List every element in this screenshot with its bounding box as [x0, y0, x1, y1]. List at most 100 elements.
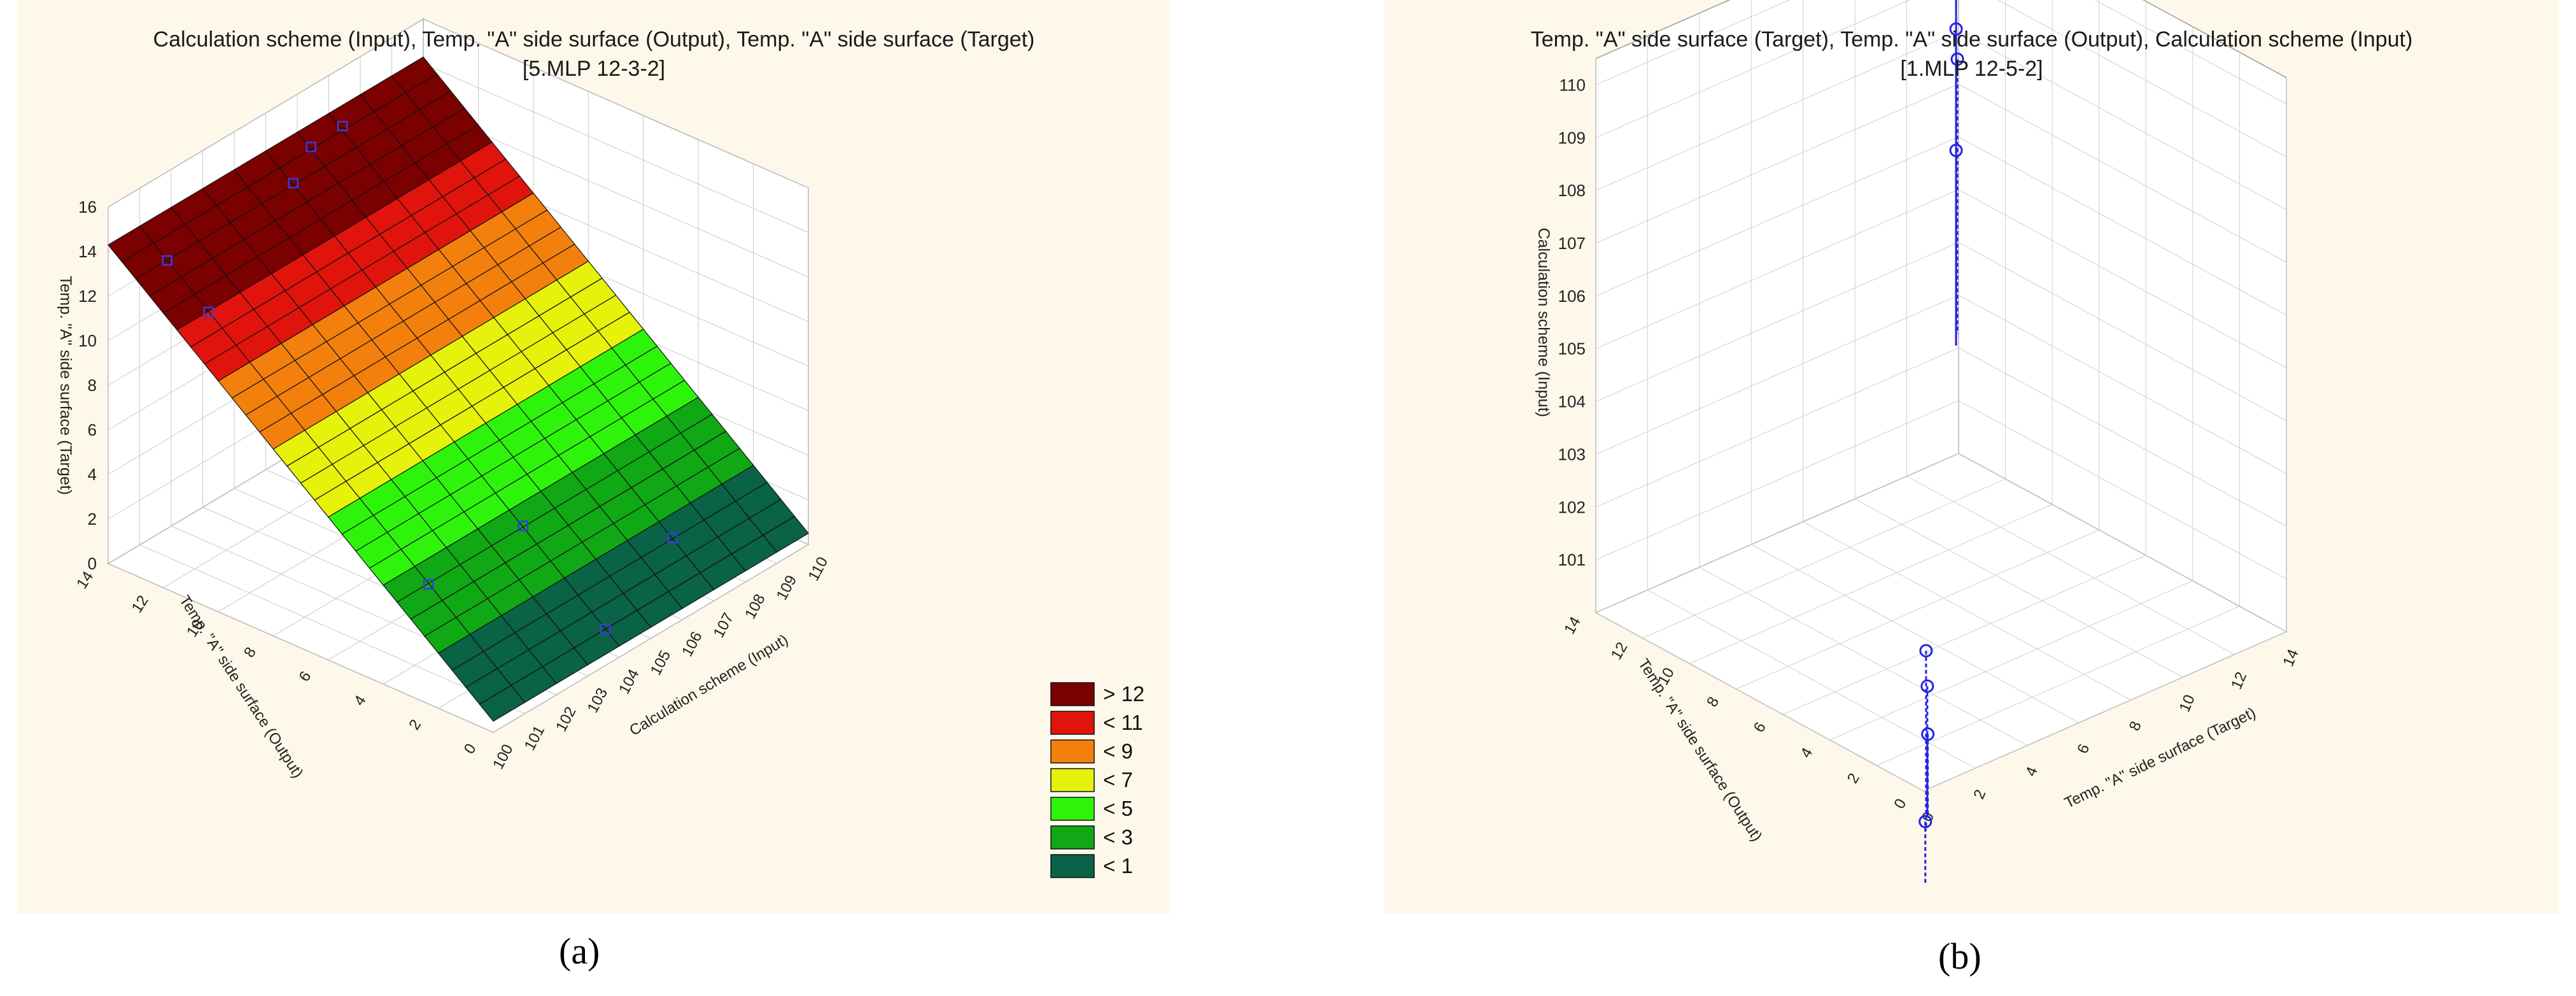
data-point [1950, 52, 1964, 66]
x-tick-label: 12 [2228, 669, 2250, 692]
y-tick-label: 12 [1608, 639, 1631, 663]
x-tick-label: 103 [584, 685, 612, 716]
wall-grid-z [1595, 242, 2287, 422]
chart-b-subtitle: [1.MLP 12-5-2] [1900, 57, 2043, 81]
legend-swatch [1050, 739, 1095, 764]
x-axis-title: Temp. "A" side surface (Target) [2062, 704, 2258, 812]
panel-a-label: (a) [559, 930, 600, 972]
wall-grid-z [1595, 136, 2287, 316]
z-tick-label: 103 [1558, 445, 1586, 464]
legend-label: < 9 [1103, 739, 1133, 763]
panel-b-label: (b) [1938, 936, 1981, 977]
z-tick-label: 105 [1558, 339, 1586, 359]
y-tick-label: 0 [461, 741, 480, 757]
wall-grid-z [1595, 189, 2287, 369]
y-tick-label: 2 [1844, 771, 1863, 786]
panel-a: Calculation scheme (Input), Temp. "A" si… [18, 0, 1170, 914]
data-point [517, 520, 528, 531]
wall-grid-z [1595, 83, 2287, 263]
data-point [306, 141, 316, 153]
data-point [288, 178, 299, 189]
z-tick-label: 4 [88, 465, 97, 484]
data-point [1949, 22, 1963, 36]
x-tick-label: 14 [2279, 647, 2302, 669]
wall-grid-z [1595, 0, 2287, 104]
z-tick-label: 12 [78, 287, 97, 306]
data-point [1918, 815, 1932, 829]
data-point [600, 623, 611, 634]
x-axis-title: Calculation scheme (Input) [626, 631, 791, 739]
floor-grid-y [1923, 631, 2287, 792]
floor-grid-y [1829, 580, 2193, 741]
x-tick-label: 109 [773, 573, 801, 603]
data-point [1921, 727, 1935, 741]
x-tick-label: 105 [647, 648, 675, 678]
wall-grid-z [1595, 294, 2287, 474]
legend-label: < 11 [1103, 711, 1143, 734]
x-tick-label: 8 [2126, 719, 2145, 734]
surface-cell [391, 56, 438, 94]
y-tick-label: 8 [1703, 694, 1722, 710]
legend-label: < 1 [1103, 854, 1133, 878]
x-tick-label: 104 [616, 666, 643, 697]
x-tick-label: 108 [742, 591, 769, 622]
wall-grid-z [108, 18, 809, 208]
y-tick-label: 0 [1890, 796, 1910, 812]
data-point [667, 532, 678, 544]
legend-label: > 12 [1103, 682, 1144, 706]
floor-grid-y [1736, 529, 2099, 690]
floor-grid-x [1751, 544, 2080, 723]
legend-label: < 7 [1103, 768, 1133, 792]
legend-swatch [1050, 768, 1095, 792]
floor-grid-x [1958, 453, 2287, 632]
wall-grid-z [1595, 31, 2287, 210]
chart-a-subtitle: [5.MLP 12-3-2] [522, 57, 666, 81]
data-point [203, 306, 214, 318]
z-tick-label: 106 [1558, 287, 1586, 306]
x-tick-label: 110 [805, 554, 831, 583]
y-tick-label: 2 [405, 716, 425, 733]
z-tick-label: 108 [1558, 181, 1586, 200]
legend-swatch [1050, 854, 1095, 878]
legend-swatch [1050, 797, 1095, 821]
data-point [1920, 679, 1934, 693]
y-tick-label: 4 [1797, 745, 1816, 761]
z-axis-title: Calculation scheme (Input) [1535, 228, 1552, 417]
y-tick-label: 6 [1750, 720, 1770, 736]
data-point [1949, 143, 1963, 157]
z-tick-label: 102 [1558, 497, 1586, 516]
wall-grid-z [1595, 347, 2287, 527]
floor-grid-x [1595, 612, 1924, 792]
data-point [423, 579, 434, 590]
legend-label: < 3 [1103, 825, 1133, 849]
chart-b-plot: 0246810121402468101214101102103104105106… [1535, 0, 2302, 885]
chart-a-plot: 0246810121416024681012141001011021031041… [57, 18, 1144, 878]
data-point [1919, 644, 1933, 658]
data-point [337, 120, 348, 132]
chart-b-title: Temp. "A" side surface (Target), Temp. "… [1530, 27, 2413, 52]
chart-a-title: Calculation scheme (Input), Temp. "A" si… [153, 27, 1035, 52]
x-tick-label: 100 [489, 741, 517, 772]
floor-grid-y [493, 544, 809, 733]
x-tick-label: 107 [710, 610, 738, 641]
legend-label: < 5 [1103, 797, 1133, 820]
y-tick-label: 6 [295, 668, 314, 685]
panel-b: Temp. "A" side surface (Target), Temp. "… [1384, 0, 2559, 914]
floor-grid-x [1854, 498, 2183, 678]
floor-grid-y [1876, 606, 2240, 766]
floor-grid-y [1689, 504, 2053, 664]
z-tick-label: 2 [88, 509, 97, 529]
z-tick-label: 16 [78, 197, 97, 217]
y-tick-label: 14 [1561, 614, 1584, 637]
z-tick-label: 0 [88, 554, 97, 573]
x-tick-label: 102 [553, 704, 580, 734]
floor-grid-x [139, 544, 525, 714]
x-tick-label: 4 [2022, 764, 2041, 779]
wall-grid-z [1595, 0, 2287, 157]
floor-grid-x [1699, 567, 2028, 746]
legend-swatch [1050, 682, 1095, 706]
y-tick-label: 8 [241, 644, 260, 661]
floor-grid-x [1803, 521, 2131, 701]
x-tick-label: 106 [679, 629, 706, 659]
z-tick-label: 8 [88, 376, 97, 395]
